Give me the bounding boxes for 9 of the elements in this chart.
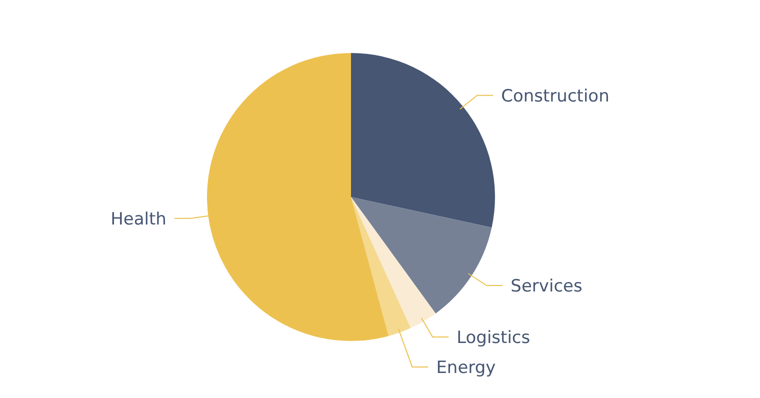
slice-label: Construction xyxy=(501,86,610,106)
slice-label: Energy xyxy=(436,358,496,378)
slice-label: Services xyxy=(510,276,583,297)
pie-slice xyxy=(351,197,411,336)
pie-slice xyxy=(351,197,492,314)
pie-slice xyxy=(351,197,436,328)
pie-slice xyxy=(351,53,495,228)
slice-label: Logistics xyxy=(456,328,530,348)
slice-label: Health xyxy=(110,209,166,230)
